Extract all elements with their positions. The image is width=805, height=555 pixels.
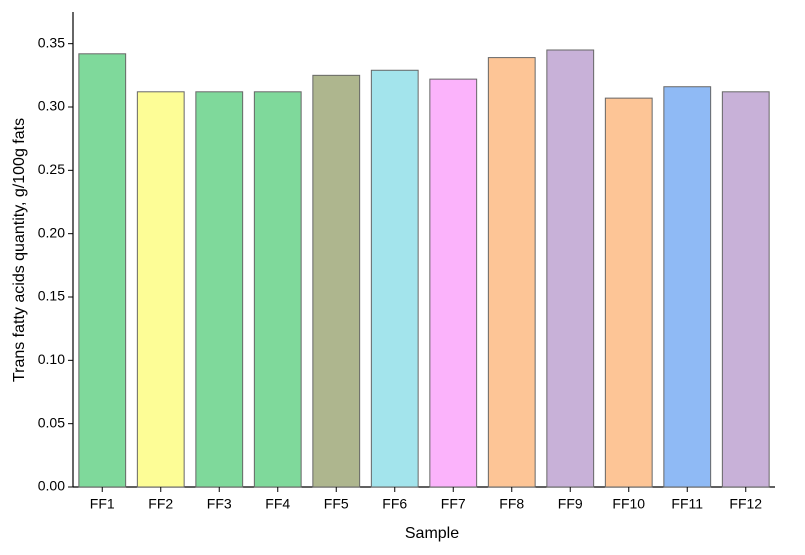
x-tick-label: FF3 (207, 496, 232, 512)
x-tick-label: FF10 (612, 496, 645, 512)
bar (195, 91, 244, 488)
bar (546, 49, 595, 488)
y-tick-label: 0.15 (38, 288, 65, 304)
bar (370, 69, 419, 488)
x-tick-label: FF12 (729, 496, 762, 512)
x-tick-label: FF2 (148, 496, 173, 512)
x-tick-label: FF11 (671, 496, 703, 512)
bar (663, 86, 712, 488)
bar (487, 57, 536, 488)
x-tick-label: FF7 (441, 496, 466, 512)
bar (721, 91, 770, 488)
y-tick-label: 0.10 (38, 351, 65, 367)
x-tick-label: FF6 (382, 496, 407, 512)
y-tick-label: 0.35 (38, 34, 65, 50)
x-tick-label: FF4 (265, 496, 290, 512)
x-axis-title: Sample (405, 525, 459, 542)
x-tick-label: FF8 (499, 496, 524, 512)
y-axis-title: Trans fatty acids quantity, g/100g fats (11, 118, 28, 382)
y-tick-label: 0.30 (38, 98, 65, 114)
bar (604, 97, 653, 488)
x-tick-label: FF1 (90, 496, 115, 512)
x-tick-label: FF9 (558, 496, 583, 512)
y-tick-label: 0.20 (38, 224, 65, 240)
bar (253, 91, 302, 488)
bar (429, 78, 478, 488)
y-tick-label: 0.05 (38, 414, 65, 430)
y-tick-label: 0.00 (38, 478, 65, 494)
y-tick-label: 0.25 (38, 161, 65, 177)
bar (312, 74, 361, 488)
x-tick-label: FF5 (324, 496, 349, 512)
bar (78, 53, 127, 488)
bar (136, 91, 185, 488)
